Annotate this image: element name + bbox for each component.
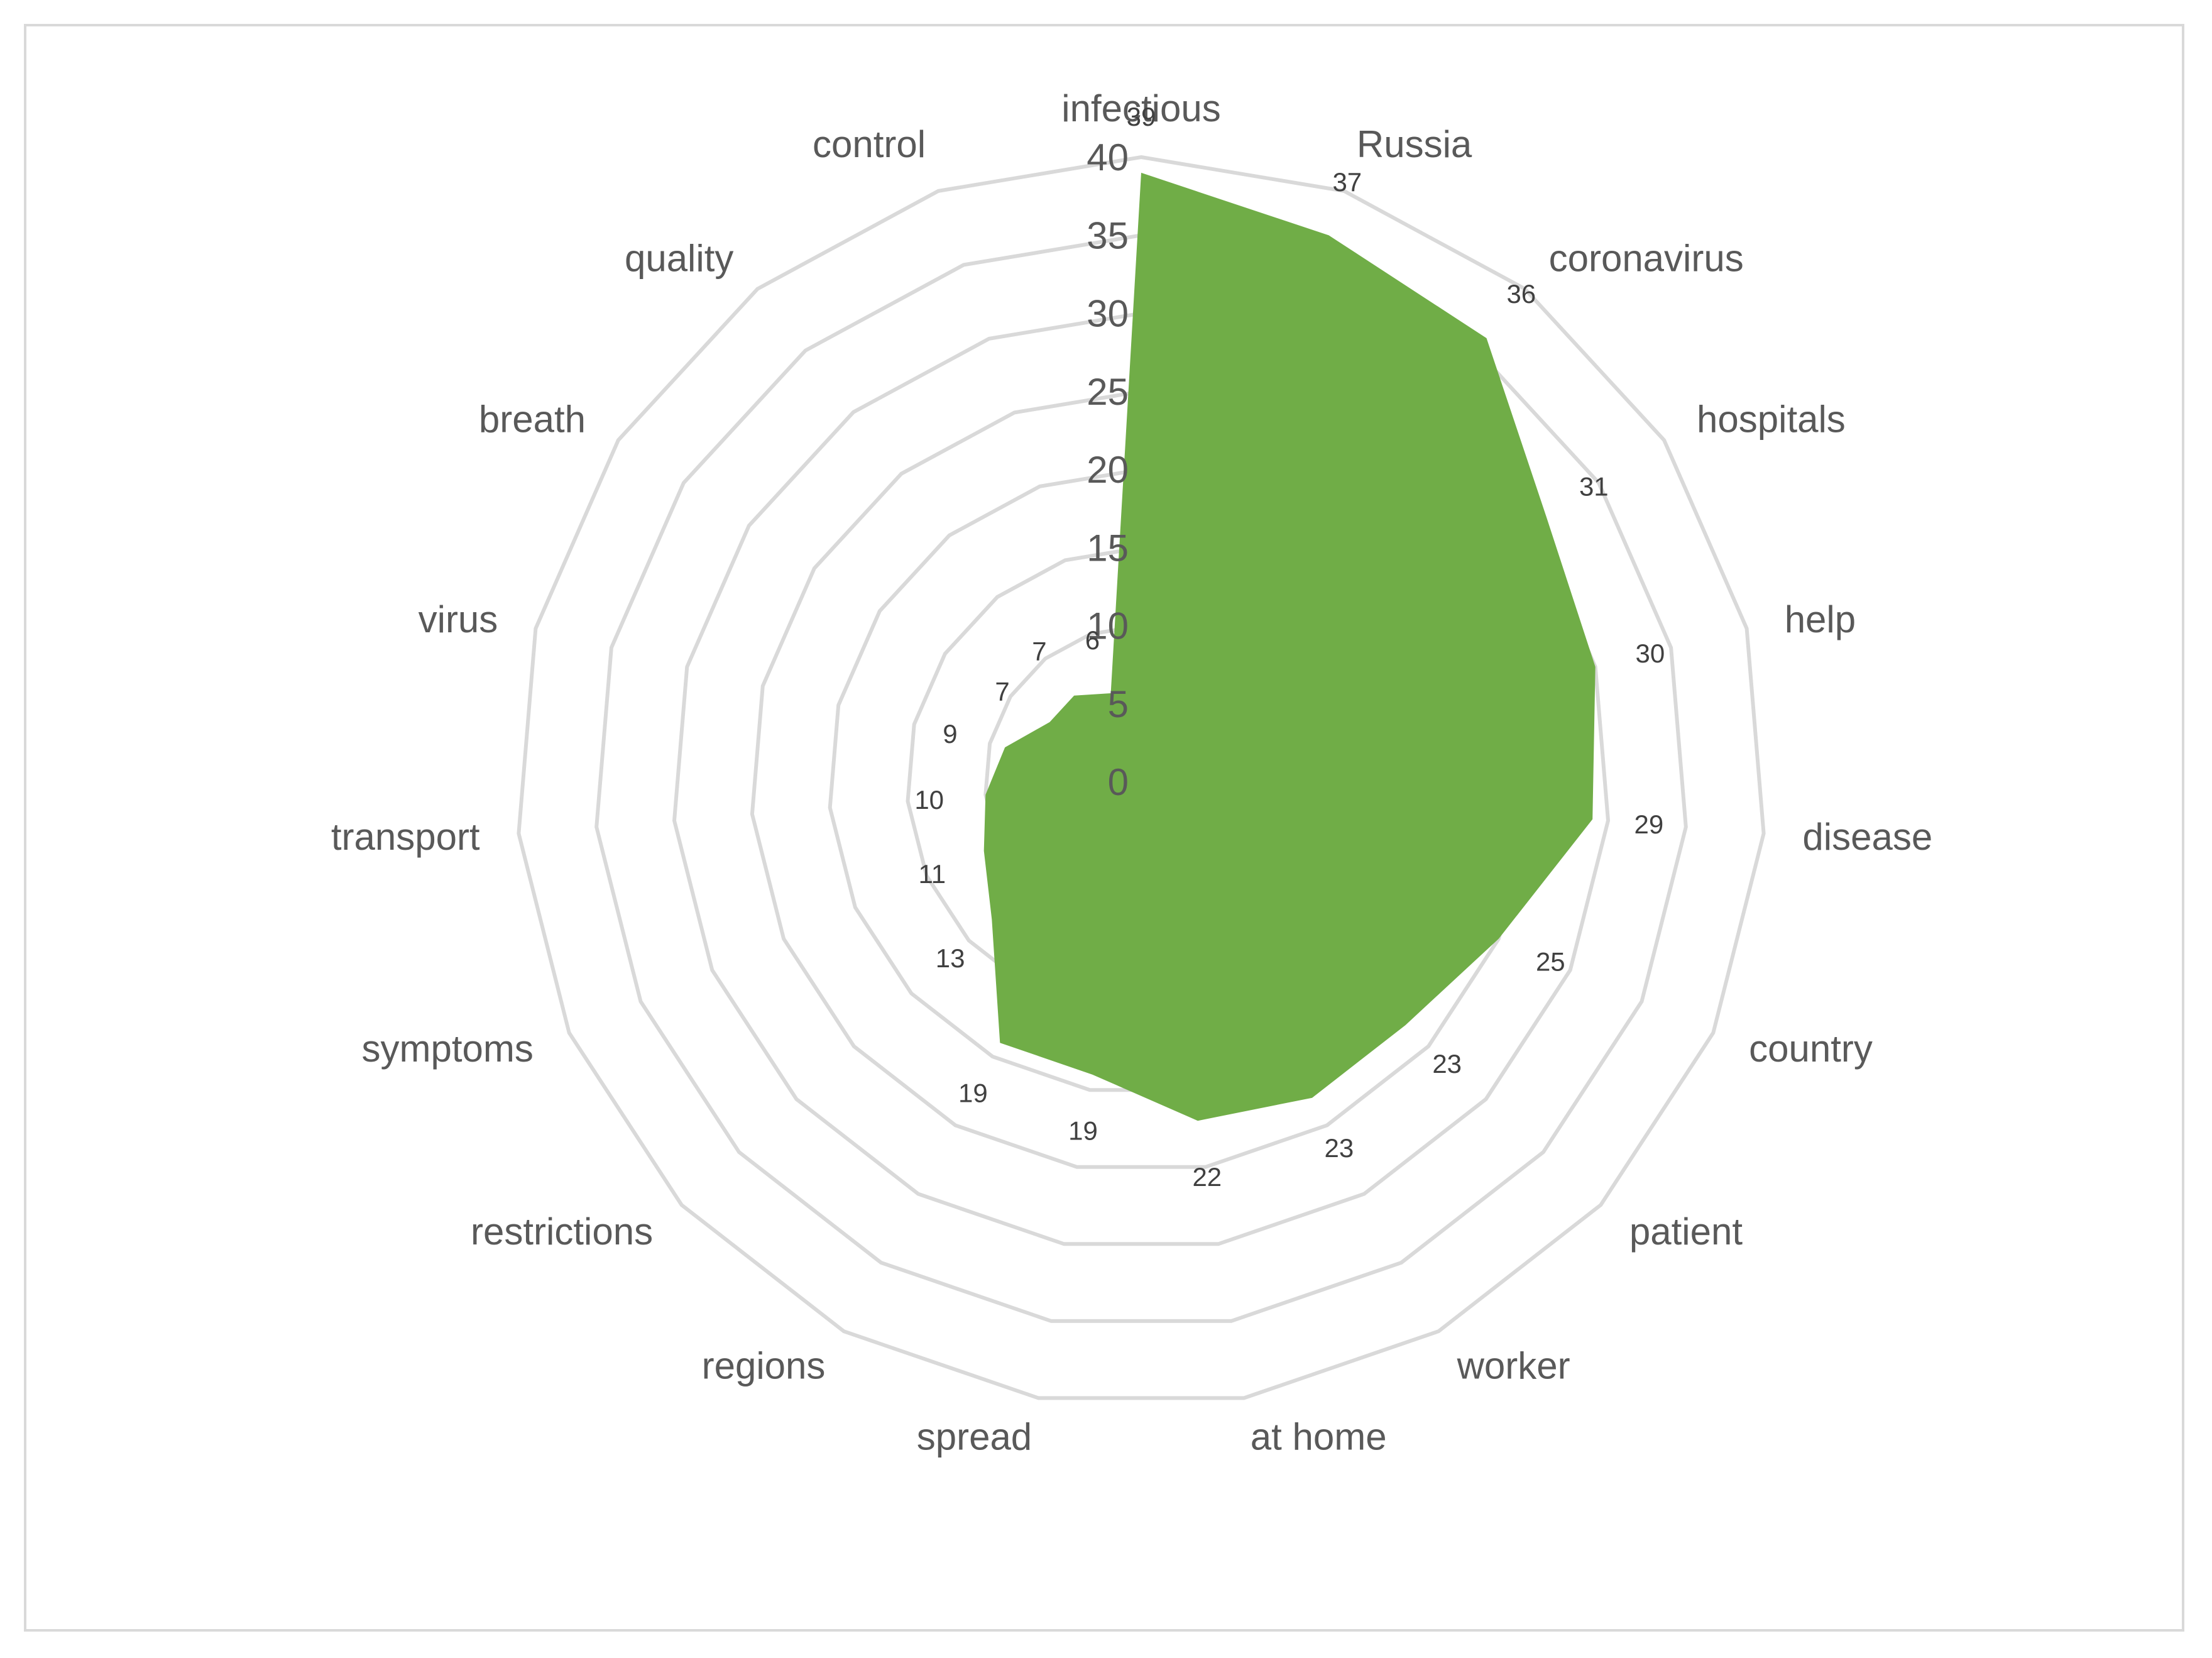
category-label: Russia — [1357, 123, 1472, 165]
series-layer — [983, 172, 1596, 1121]
r-tick-label: 30 — [1087, 293, 1129, 335]
data-label: 29 — [1634, 810, 1664, 839]
data-label: 37 — [1332, 167, 1362, 197]
r-tick-label: 5 — [1108, 683, 1129, 725]
category-label: symptoms — [362, 1028, 534, 1070]
r-tick-label: 10 — [1087, 605, 1129, 647]
r-tick-label: 15 — [1087, 527, 1129, 569]
data-label: 39 — [1127, 102, 1156, 131]
category-label: help — [1785, 598, 1856, 640]
category-label: country — [1749, 1028, 1873, 1070]
category-label: quality — [625, 238, 733, 280]
data-label: 36 — [1506, 279, 1536, 309]
data-label: 9 — [943, 719, 957, 749]
data-label: 11 — [918, 859, 946, 889]
data-label: 19 — [1068, 1116, 1098, 1146]
grid-ring-35 — [594, 233, 1688, 1323]
data-label: 7 — [1032, 637, 1046, 666]
r-tick-label: 20 — [1087, 449, 1129, 491]
category-label: at home — [1251, 1416, 1387, 1458]
data-label: 23 — [1432, 1049, 1462, 1079]
category-label: spread — [917, 1416, 1032, 1458]
data-label: 22 — [1192, 1162, 1222, 1192]
r-tick-label: 0 — [1108, 761, 1129, 803]
data-label: 30 — [1636, 639, 1665, 668]
grid-ring-40 — [517, 155, 1766, 1400]
category-label: hospitals — [1697, 398, 1846, 440]
r-tick-label: 35 — [1087, 214, 1129, 256]
category-label: control — [813, 123, 926, 165]
category-label: coronavirus — [1549, 238, 1744, 280]
data-label: 19 — [958, 1078, 988, 1107]
data-label: 31 — [1579, 471, 1609, 501]
data-label: 23 — [1325, 1133, 1354, 1163]
category-label: worker — [1457, 1345, 1570, 1387]
data-label: 6 — [1085, 625, 1100, 655]
r-tick-label: 40 — [1087, 136, 1129, 178]
data-label-layer: 39 37 36 31 30 29 25 23 23 22 19 19 13 11 10 9 77 6 — [914, 102, 1665, 1192]
category-label: regions — [702, 1345, 826, 1387]
category-label: patient — [1629, 1211, 1743, 1253]
category-label: transport — [331, 816, 480, 858]
category-label: disease — [1802, 816, 1932, 858]
category-label: breath — [479, 398, 586, 440]
data-label: 13 — [936, 943, 965, 973]
category-label: infectious — [1061, 87, 1220, 129]
data-label: 25 — [1536, 947, 1565, 977]
tick-label-layer: 0 5 10 15 20 25 30 35 40 — [1087, 136, 1129, 803]
category-label: restrictions — [471, 1211, 653, 1253]
data-label: 7 — [995, 677, 1009, 706]
data-label: 10 — [914, 785, 944, 815]
r-tick-label: 25 — [1087, 371, 1129, 413]
category-label-layer: infectious Russia coronavirus hospitals help… — [331, 87, 1932, 1458]
category-label: virus — [419, 598, 498, 640]
series-area-0 — [983, 172, 1596, 1121]
